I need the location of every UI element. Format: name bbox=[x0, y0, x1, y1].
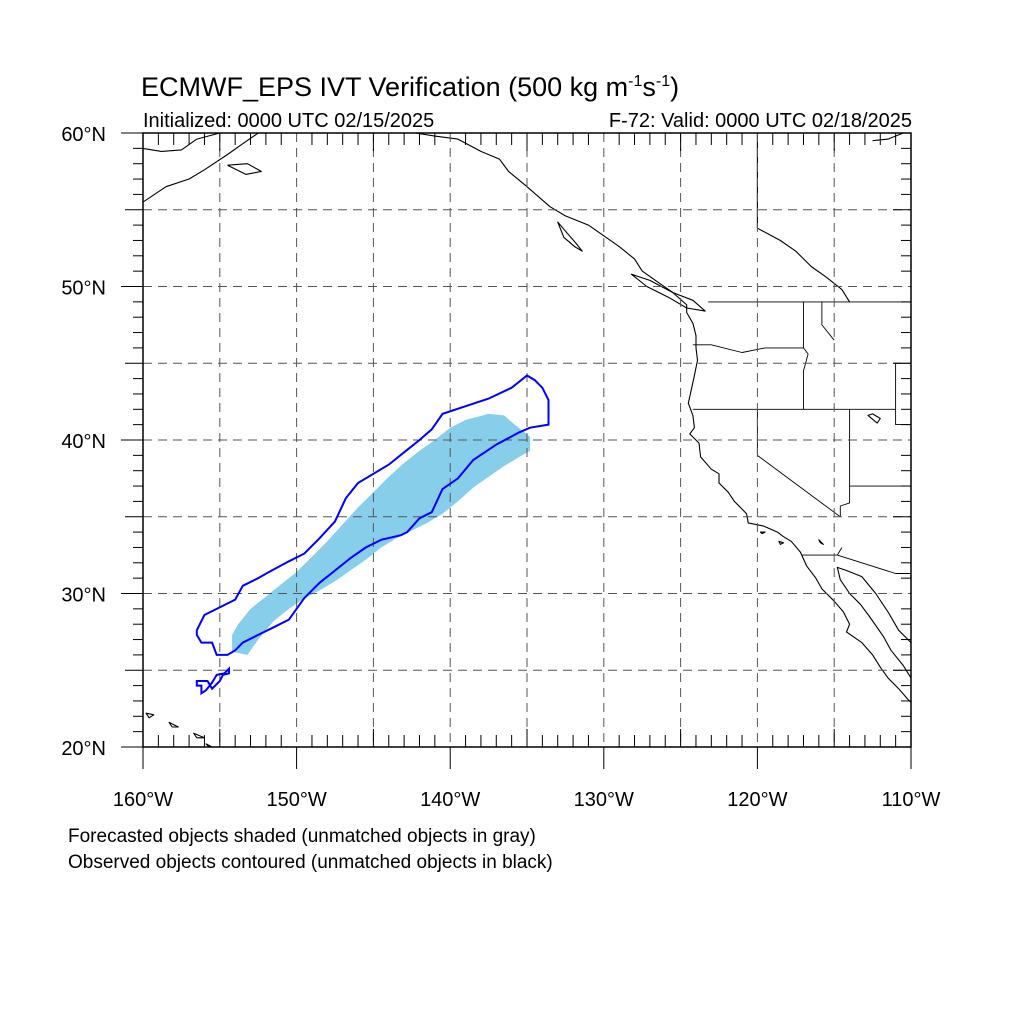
island-4 bbox=[168, 721, 179, 728]
island-1 bbox=[630, 273, 706, 312]
state-border-2 bbox=[803, 301, 809, 410]
forecast-object bbox=[232, 413, 531, 655]
border-bc-alberta bbox=[756, 133, 851, 303]
initialized-label: Initialized: 0000 UTC 02/15/2025 bbox=[143, 110, 435, 132]
footnote-observed: Observed objects contoured (unmatched ob… bbox=[68, 852, 553, 873]
alaska-coast-2 bbox=[143, 133, 220, 152]
forecast-objects-layer bbox=[232, 413, 531, 655]
state-border-1 bbox=[692, 344, 804, 353]
lon-label: 140°W bbox=[420, 789, 480, 811]
alaska-coast-1 bbox=[227, 163, 262, 175]
axis-labels-layer: 160°W 150°W 140°W 130°W 120°W 110°W 60°N 50°N 40… bbox=[61, 124, 940, 811]
island-2 bbox=[205, 743, 214, 747]
state-border-9 bbox=[801, 547, 843, 556]
map-frame bbox=[121, 132, 912, 769]
valid-time-label: F-72: Valid: 0000 UTC 02/18/2025 bbox=[608, 110, 912, 132]
island-3 bbox=[193, 732, 205, 739]
lon-label: 110°W bbox=[882, 789, 941, 811]
lat-label: 40°N bbox=[61, 431, 106, 453]
lon-label: 130°W bbox=[574, 789, 634, 811]
great-salt-lake bbox=[867, 413, 881, 424]
map-title: ECMWF_EPS IVT Verification (500 kg m-1s-… bbox=[141, 72, 680, 102]
state-border-11 bbox=[821, 301, 835, 341]
coastline-gulf-of-california bbox=[836, 566, 911, 679]
salton-sea bbox=[818, 539, 824, 545]
lon-label: 150°W bbox=[266, 789, 326, 811]
observed-object-small bbox=[195, 666, 230, 696]
coastline-north-america bbox=[319, 133, 911, 703]
lon-label: 160°W bbox=[113, 789, 173, 811]
lat-label: 60°N bbox=[61, 124, 106, 146]
footnote-forecast: Forecasted objects shaded (unmatched obj… bbox=[68, 826, 536, 847]
island-0 bbox=[557, 221, 583, 252]
state-border-5 bbox=[839, 409, 851, 517]
state-border-4 bbox=[756, 409, 841, 518]
island-7 bbox=[778, 540, 785, 545]
lat-label: 50°N bbox=[61, 278, 106, 300]
lat-label: 30°N bbox=[61, 585, 106, 607]
lon-label: 120°W bbox=[727, 789, 787, 811]
lat-label: 20°N bbox=[61, 738, 106, 760]
lake-shore bbox=[872, 133, 911, 142]
observed-objects-layer bbox=[195, 374, 550, 696]
observed-object bbox=[195, 374, 550, 656]
alaska-coast-0 bbox=[143, 133, 259, 203]
island-5 bbox=[145, 712, 155, 719]
island-6 bbox=[759, 531, 766, 535]
grid-layer bbox=[143, 133, 911, 747]
state-border-10 bbox=[837, 554, 911, 574]
